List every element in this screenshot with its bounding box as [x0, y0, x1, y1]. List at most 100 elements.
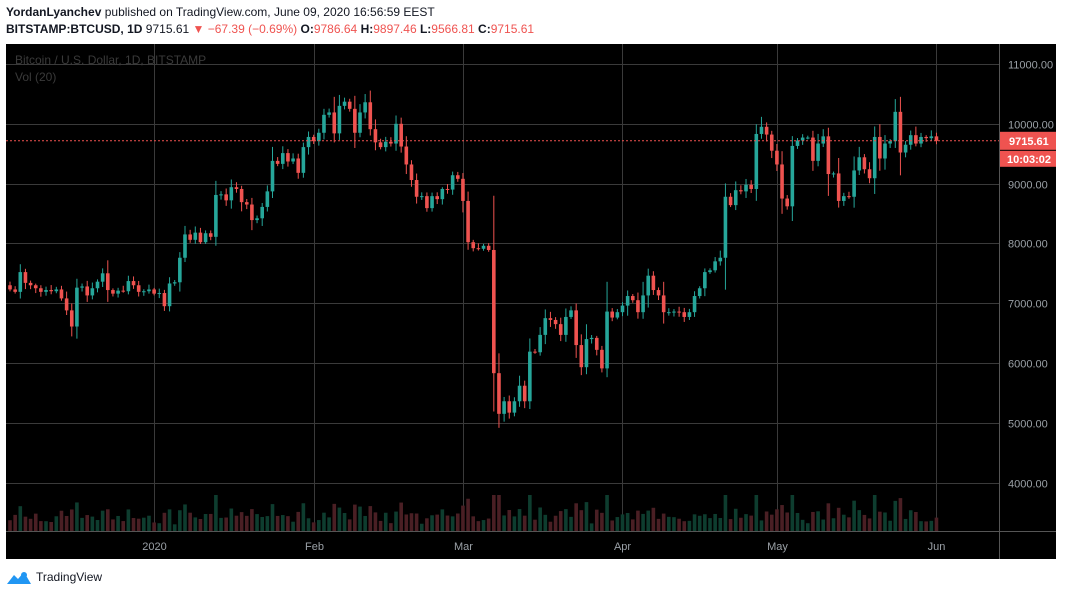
candle-body	[75, 287, 79, 327]
candle-body	[311, 136, 316, 142]
volume-bar	[440, 509, 445, 531]
volume-bar	[198, 518, 203, 531]
volume-bar	[800, 519, 805, 531]
volume-bar	[744, 514, 748, 531]
candle-body	[553, 319, 558, 325]
candle-body	[898, 111, 903, 153]
candle-body	[533, 351, 537, 353]
candle-body	[399, 123, 403, 147]
volume-bar	[836, 507, 841, 531]
candle-body	[466, 200, 470, 243]
candle-body	[594, 337, 599, 350]
volume-bar	[878, 511, 882, 531]
candle-body	[620, 305, 625, 313]
volume-bar	[548, 521, 553, 531]
candle-body	[872, 136, 877, 179]
candle-body	[625, 296, 630, 306]
volume-bar	[296, 511, 301, 531]
author-name[interactable]: YordanLyanchev	[6, 5, 102, 19]
candle-body	[229, 187, 234, 201]
candle-body	[250, 204, 254, 221]
volume-bar	[378, 520, 383, 531]
volume-bar	[214, 495, 218, 531]
last-price-box	[1000, 131, 1056, 150]
volume-bar	[203, 513, 208, 531]
candle-body	[347, 101, 352, 109]
price-chart[interactable]: Bitcoin / U.S. Dollar, 1D, BITSTAMP Vol …	[6, 44, 1056, 559]
candle-body	[461, 178, 465, 201]
volume-bar	[594, 509, 599, 531]
candle-body	[821, 136, 826, 144]
volume-bar	[111, 519, 115, 531]
volume-bar	[291, 521, 295, 531]
candle-body	[651, 275, 656, 291]
volume-bar	[713, 513, 717, 531]
grid-lines	[6, 44, 999, 531]
volume-bar	[929, 520, 934, 531]
volume-bar	[795, 512, 800, 531]
price-tick-label: 9000.00	[1008, 180, 1048, 192]
candle-body	[584, 339, 589, 368]
volume-bar	[481, 520, 486, 531]
candle-body	[18, 272, 23, 292]
volume-bar	[445, 515, 450, 531]
candle-body	[764, 126, 769, 135]
volume-bar	[450, 516, 455, 531]
volume-bar	[430, 515, 434, 531]
volume-bar	[466, 498, 470, 531]
candle-body	[790, 145, 795, 207]
candle-body	[80, 286, 84, 288]
volume-bar	[831, 518, 836, 531]
candle-body	[847, 196, 851, 198]
time-tick-label: Apr	[614, 541, 631, 553]
volume-bar	[785, 512, 789, 531]
candle-body	[28, 282, 33, 286]
candle-body	[703, 272, 707, 289]
volume-bar	[780, 505, 784, 531]
time-tick-label: Feb	[305, 541, 324, 553]
volume-bar	[425, 518, 429, 531]
candle-body	[95, 281, 100, 289]
candle-body	[641, 295, 645, 313]
volume-bar	[342, 513, 347, 531]
candle-body	[244, 202, 249, 205]
volume-bar	[569, 516, 573, 531]
footer[interactable]: TradingView	[6, 569, 102, 585]
volume-bar	[64, 515, 69, 531]
volume-bar	[311, 522, 316, 531]
volume-bar	[600, 512, 604, 531]
candle-body	[342, 101, 347, 106]
volume-bar	[368, 506, 373, 531]
candle-body	[471, 242, 476, 249]
price-tick-label: 8000.00	[1008, 239, 1048, 251]
volume-bar	[95, 520, 100, 531]
time-axis[interactable]: 2020 Feb Mar Apr May Jun	[142, 541, 945, 553]
candle-body	[476, 248, 481, 250]
volume-bar	[306, 518, 311, 531]
volume-bar	[193, 517, 198, 531]
volume-bar	[461, 505, 465, 531]
last-price: 9715.61	[145, 22, 190, 36]
volume-bar	[234, 515, 239, 531]
volume-bar	[54, 516, 59, 531]
candle-body	[908, 135, 913, 145]
candle-body	[414, 180, 419, 197]
candle-body	[157, 293, 162, 295]
price-axis[interactable]: 11000.00 10000.00 9000.00 8000.00 7000.00 600…	[1008, 60, 1054, 491]
candle-body	[435, 196, 440, 200]
candle-body	[497, 373, 501, 414]
volume-bar	[615, 517, 620, 531]
candle-body	[147, 289, 151, 292]
candle-body	[178, 257, 182, 283]
volume-bar	[317, 520, 321, 531]
volume-bar	[260, 516, 265, 531]
candle-body	[569, 310, 573, 317]
volume-bar	[805, 523, 810, 531]
candle-body	[404, 146, 409, 165]
open-value: 9786.64	[313, 22, 358, 36]
volume-bars	[8, 495, 939, 531]
volume-bar	[219, 517, 223, 531]
candle-body	[23, 272, 28, 283]
candle-body	[131, 281, 136, 286]
volume-bar	[389, 523, 393, 531]
